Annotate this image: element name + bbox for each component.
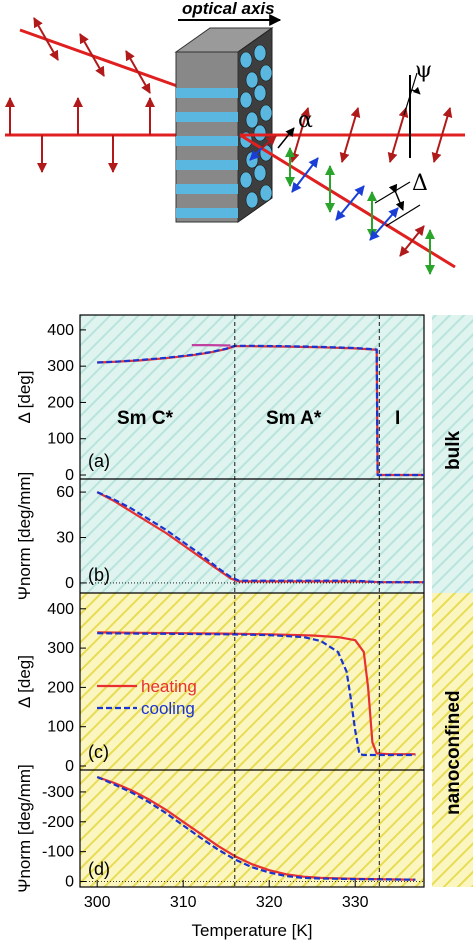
nano-region-bg bbox=[80, 593, 473, 887]
pore bbox=[246, 192, 258, 208]
x-axis-label: Temperature [K] bbox=[192, 921, 313, 940]
oblique-polarization-arrows bbox=[34, 18, 150, 93]
y-tick-label: 60 bbox=[56, 484, 74, 501]
y-axis-label: Δ [deg] bbox=[15, 655, 34, 708]
pore bbox=[254, 85, 266, 101]
y-tick-label: 200 bbox=[47, 679, 74, 696]
pore bbox=[246, 112, 258, 128]
y-tick-label: 100 bbox=[47, 431, 74, 448]
optics-diagram: optical axis bbox=[5, 0, 465, 274]
legend-heating: heating bbox=[141, 677, 197, 696]
y-tick-label: -300 bbox=[42, 784, 74, 801]
side-label-nanoconfined: nanoconfined bbox=[443, 690, 464, 815]
panel-label: (d) bbox=[88, 859, 110, 879]
oblique-incident-beam bbox=[20, 30, 180, 87]
side-label-bulk: bulk bbox=[443, 431, 464, 470]
y-tick-label: 30 bbox=[56, 530, 74, 547]
oblique-transmitted-beam bbox=[240, 135, 455, 267]
phase-label-sma: Sm A* bbox=[266, 408, 322, 429]
bulk-region-bg bbox=[80, 315, 473, 593]
panel-label: (b) bbox=[88, 565, 110, 585]
pore bbox=[260, 105, 272, 121]
pore bbox=[240, 172, 252, 188]
y-tick-label: 0 bbox=[65, 575, 74, 592]
pore bbox=[260, 65, 272, 81]
pore bbox=[240, 92, 252, 108]
y-tick-label: 300 bbox=[47, 358, 74, 375]
panel-label: (c) bbox=[88, 742, 109, 762]
y-tick-label: 400 bbox=[47, 601, 74, 618]
y-tick-label: -100 bbox=[42, 844, 74, 861]
y-tick-label: 0 bbox=[65, 874, 74, 891]
x-tick-label: 300 bbox=[84, 894, 111, 911]
nanoporous-sample bbox=[176, 28, 272, 222]
pore bbox=[254, 125, 266, 141]
y-tick-label: 400 bbox=[47, 322, 74, 339]
x-tick-label: 330 bbox=[342, 894, 369, 911]
y-tick-label: 0 bbox=[65, 758, 74, 775]
legend-cooling: cooling bbox=[141, 699, 195, 718]
phase-label-iso: I bbox=[395, 408, 400, 429]
y-tick-label: 100 bbox=[47, 719, 74, 736]
panel-label: (a) bbox=[88, 451, 110, 471]
pore bbox=[254, 165, 266, 181]
y-tick-label: 200 bbox=[47, 394, 74, 411]
phase-label-smc: Sm C* bbox=[117, 408, 174, 429]
pore bbox=[254, 45, 266, 61]
alpha-symbol: α bbox=[298, 108, 313, 133]
pore bbox=[246, 72, 258, 88]
pore bbox=[260, 185, 272, 201]
y-axis-label: Δ [deg] bbox=[15, 371, 34, 424]
y-axis-label: Ψnorm [deg/mm] bbox=[15, 472, 34, 601]
pore bbox=[240, 52, 252, 68]
psi-symbol: ψ bbox=[415, 58, 432, 83]
x-tick-label: 320 bbox=[256, 894, 283, 911]
y-tick-label: -200 bbox=[42, 814, 74, 831]
y-axis-label: Ψnorm [deg/mm] bbox=[15, 764, 34, 893]
delta-symbol: Δ bbox=[412, 171, 428, 196]
y-tick-label: 300 bbox=[47, 640, 74, 657]
y-tick-label: 0 bbox=[65, 467, 74, 484]
x-tick-label: 310 bbox=[170, 894, 197, 911]
optical-axis-label: optical axis bbox=[182, 0, 275, 18]
